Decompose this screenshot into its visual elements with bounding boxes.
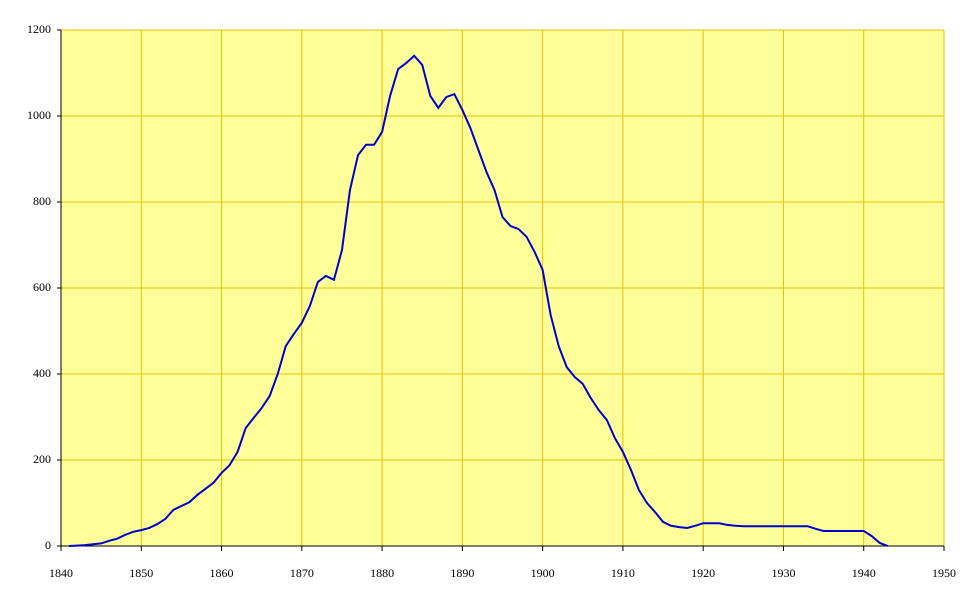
x-tick-label: 1930 xyxy=(771,566,795,580)
x-tick-label: 1900 xyxy=(531,566,555,580)
y-tick-label: 800 xyxy=(33,194,51,208)
x-tick-label: 1950 xyxy=(932,566,956,580)
x-tick-label: 1850 xyxy=(129,566,153,580)
y-tick-label: 0 xyxy=(45,538,51,552)
data-line xyxy=(68,54,889,547)
x-tick-label: 1920 xyxy=(691,566,715,580)
x-tick-label: 1840 xyxy=(49,566,73,580)
x-tick-label: 1890 xyxy=(450,566,474,580)
x-tick-label: 1860 xyxy=(210,566,234,580)
x-tick-label: 1940 xyxy=(852,566,876,580)
y-tick-label: 600 xyxy=(33,280,51,294)
y-tick-label: 200 xyxy=(33,452,51,466)
y-tick-label: 1200 xyxy=(27,22,51,36)
x-tick-label: 1910 xyxy=(611,566,635,580)
x-tick-label: 1870 xyxy=(290,566,314,580)
y-tick-label: 400 xyxy=(33,366,51,380)
y-tick-label: 1000 xyxy=(27,108,51,122)
x-tick-label: 1880 xyxy=(370,566,394,580)
